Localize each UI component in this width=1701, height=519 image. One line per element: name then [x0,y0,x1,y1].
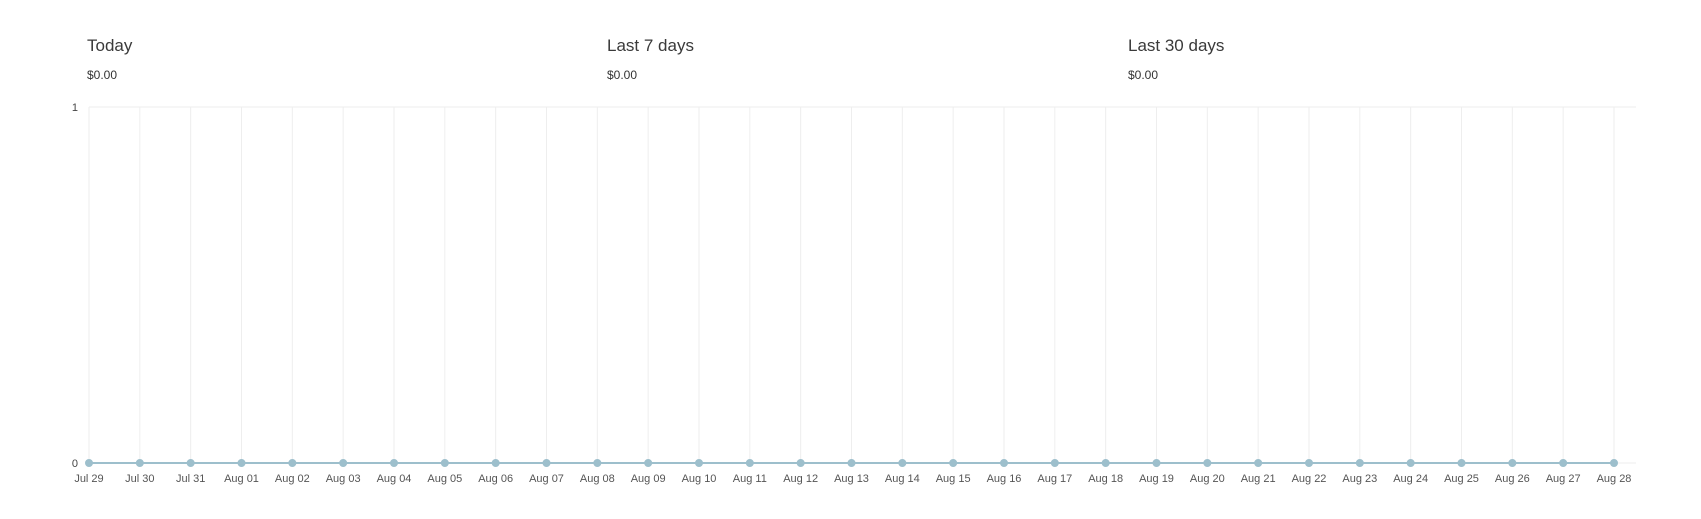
data-point [237,459,246,467]
x-tick-label: Aug 07 [529,473,564,485]
data-point [390,459,398,467]
data-point [644,459,653,467]
data-point [1305,459,1313,467]
x-tick-label: Aug 26 [1495,473,1530,485]
data-point [1457,459,1466,467]
x-tick-label: Aug 09 [631,473,666,485]
data-point [1355,459,1364,467]
x-tick-label: Aug 16 [987,473,1022,485]
x-tick-label: Aug 04 [377,473,412,485]
x-tick-label: Aug 24 [1393,473,1428,485]
stat-last-30-days-label: Last 30 days [1128,36,1225,55]
data-point [339,459,348,467]
stat-today-label: Today [87,36,133,55]
x-tick-label: Aug 12 [783,473,818,485]
data-point [949,459,958,467]
data-point [186,459,195,467]
data-point [1559,459,1568,467]
y-tick-label: 1 [72,102,78,114]
x-tick-label: Aug 20 [1190,473,1225,485]
x-tick-label: Aug 08 [580,473,615,485]
x-tick-label: Aug 14 [885,473,920,485]
data-point [1508,459,1517,467]
data-point [796,459,805,467]
x-tick-label: Aug 21 [1241,473,1276,485]
data-point [1050,459,1059,467]
stat-last-30-days-value: $0.00 [1128,68,1159,82]
stat-last-30-days: Last 30 days $0.00 [1128,36,1224,82]
x-tick-label: Aug 22 [1292,473,1327,485]
x-tick-label: Aug 15 [936,473,971,485]
x-tick-label: Aug 23 [1342,473,1377,485]
data-point [1152,459,1161,467]
x-tick-label: Aug 05 [427,473,462,485]
data-point [85,459,93,467]
data-point [847,459,856,467]
stat-today: Today $0.00 [87,36,132,82]
stat-last-7-days: Last 7 days $0.00 [607,36,694,82]
data-point [135,459,144,467]
data-point [1000,459,1008,467]
x-tick-label: Aug 02 [275,473,310,485]
x-tick-label: Aug 27 [1546,473,1581,485]
x-tick-label: Aug 18 [1088,473,1123,485]
data-point [1406,459,1415,467]
x-tick-label: Aug 13 [834,473,869,485]
data-point [695,459,703,467]
data-point [898,459,907,467]
data-point [1203,459,1212,467]
data-point [745,459,754,467]
x-tick-label: Aug 11 [733,473,767,485]
data-point [1101,459,1110,467]
data-point [593,459,602,467]
stat-today-value: $0.00 [87,68,118,82]
data-point [1254,459,1263,467]
data-point [491,459,500,467]
x-tick-label: Aug 06 [478,473,513,485]
data-point [542,459,551,467]
stat-last-7-days-value: $0.00 [607,68,638,82]
x-tick-label: Aug 19 [1139,473,1174,485]
x-tick-label: Jul 30 [125,473,154,485]
data-point [440,459,449,467]
data-point [288,459,297,467]
x-tick-label: Jul 29 [74,473,103,485]
x-tick-label: Aug 25 [1444,473,1479,485]
x-tick-label: Jul 31 [176,473,205,485]
data-point [1610,459,1618,467]
y-tick-label: 0 [72,458,78,470]
x-tick-label: Aug 17 [1037,473,1072,485]
x-tick-label: Aug 10 [682,473,717,485]
x-tick-label: Aug 28 [1597,473,1632,485]
x-tick-label: Aug 01 [224,473,259,485]
stat-last-7-days-label: Last 7 days [607,36,694,55]
x-tick-label: Aug 03 [326,473,361,485]
